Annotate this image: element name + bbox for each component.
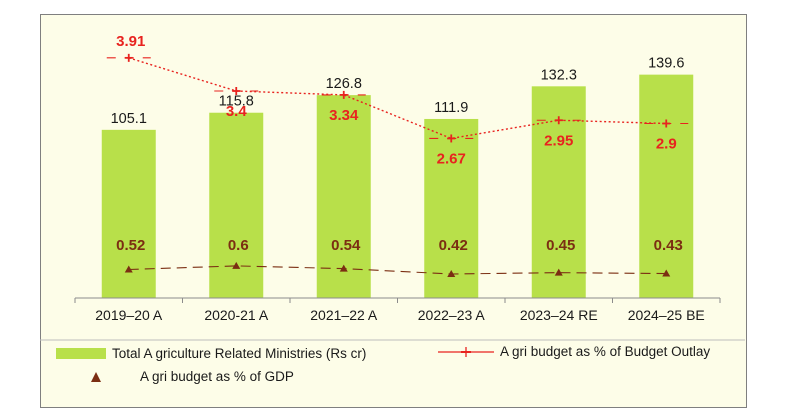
outlay-value-label: 3.4	[226, 103, 248, 120]
legend-swatch-outlay	[438, 346, 494, 357]
outlay-value-label: 2.67	[437, 150, 466, 167]
x-tick-label: 2022–23 A	[418, 307, 486, 323]
gdp-point	[554, 268, 563, 276]
outlay-value-label: 3.34	[329, 107, 359, 124]
bar-value-label: 111.9	[434, 100, 468, 116]
bar	[209, 112, 264, 298]
gdp-value-label: 0.45	[546, 237, 575, 254]
bar-value-label: 105.1	[111, 111, 147, 127]
legend-label-outlay: A gri budget as % of Budget Outlay	[500, 344, 711, 359]
legend-swatch-bars	[56, 348, 106, 359]
legend-item-gdp: A gri budget as % of GDP	[82, 369, 294, 384]
gdp-point	[124, 265, 133, 273]
gdp-value-label: 0.43	[654, 237, 683, 254]
bar	[101, 129, 156, 298]
legend-label-bars: Total A griculture Related Ministries (R…	[112, 346, 367, 361]
outlay-value-label: 2.9	[656, 136, 677, 153]
gdp-point	[447, 270, 456, 277]
outlay-value-label: 2.95	[544, 132, 573, 149]
bar-value-label: 139.6	[648, 56, 684, 72]
gdp-point	[662, 269, 671, 277]
bar	[639, 74, 694, 298]
gdp-value-label: 0.42	[439, 237, 468, 254]
legend-swatch-gdp	[91, 371, 101, 382]
gdp-point	[232, 261, 241, 269]
legend: Total A griculture Related Ministries (R…	[46, 343, 736, 398]
bar-value-label: 126.8	[326, 76, 362, 92]
bar-value-label: 115.8	[219, 94, 254, 110]
x-tick-label: 2020-21 A	[204, 307, 268, 323]
bar	[316, 95, 371, 299]
legend-label-gdp: A gri budget as % of GDP	[140, 369, 294, 384]
legend-item-bars: Total A griculture Related Ministries (R…	[56, 346, 366, 361]
x-tick-label: 2024–25 BE	[628, 307, 705, 323]
outlay-value-label: 3.91	[116, 33, 145, 50]
gdp-value-label: 0.54	[331, 237, 361, 254]
gdp-point	[339, 264, 348, 272]
gdp-series-line	[128, 265, 667, 275]
x-tick-label: 2023–24 RE	[520, 307, 598, 323]
bar-value-label: 132.3	[541, 67, 577, 83]
gdp-value-label: 0.6	[228, 237, 249, 254]
legend-item-outlay: A gri budget as % of Budget Outlay	[438, 344, 710, 359]
x-tick-label: 2021–22 A	[310, 307, 378, 323]
x-tick-label: 2019–20 A	[95, 307, 163, 323]
plot-area	[75, 18, 720, 298]
bar	[424, 118, 479, 299]
gdp-value-label: 0.52	[116, 237, 145, 254]
